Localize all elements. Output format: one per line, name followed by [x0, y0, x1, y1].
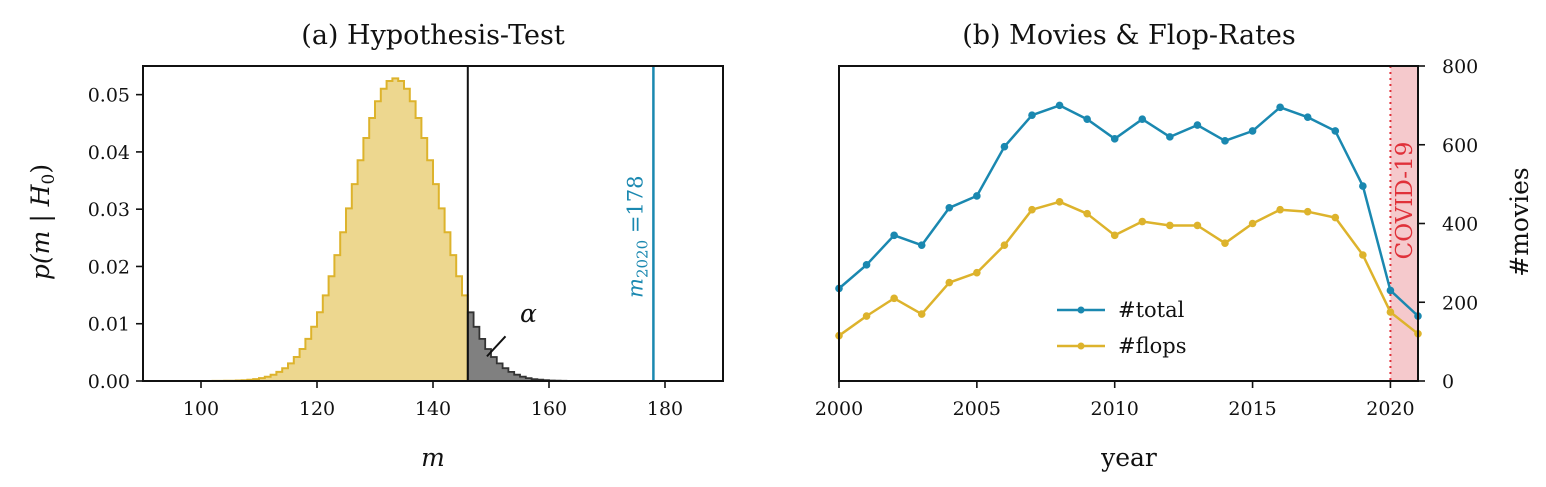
data-point-flops: [1359, 251, 1367, 259]
data-point-flops: [1386, 308, 1395, 316]
legend-marker-flops: [1077, 342, 1085, 350]
data-point-total: [1028, 111, 1036, 120]
legend-label-flops: #flops: [1118, 334, 1186, 358]
data-point-flops: [1138, 217, 1147, 226]
data-point-total: [973, 192, 981, 200]
histogram-null-distribution: [172, 77, 469, 382]
data-point-flops: [973, 268, 981, 277]
y-tick-label: 0.04: [88, 142, 130, 164]
alpha-label: α: [520, 299, 537, 328]
y-tick-label: 0.01: [88, 314, 130, 336]
data-point-flops: [1331, 213, 1340, 222]
observed-label-subscript: 2020: [633, 240, 651, 278]
panel-a-ylabel-main: p(m | H: [26, 183, 56, 280]
y-tick-label: 200: [1442, 292, 1478, 314]
x-tick-label: 180: [647, 398, 683, 420]
panel-b-ylabel: #movies: [1505, 167, 1534, 276]
panel-a-title: (a) Hypothesis-Test: [301, 20, 565, 51]
panel-b-ticks: 2000 2005 2010 2015 2020 0 200 400 600 800: [815, 56, 1478, 420]
data-point-total: [917, 241, 926, 249]
x-tick-label: 2010: [1091, 398, 1139, 420]
y-tick-label: 0: [1442, 371, 1454, 393]
panel-a-ticks: 100 120 140 160 180 0.00 0.01 0.02 0.03 0.04 0.05: [88, 85, 683, 420]
legend: #total #flops: [1057, 298, 1186, 358]
data-point-total: [1221, 137, 1229, 145]
data-point-flops: [1055, 198, 1064, 206]
x-tick-label: 2000: [815, 398, 863, 420]
panel-a-hypothesis-test: (a) Hypothesis-Test α m2020 =178 100 120 1…: [26, 20, 724, 472]
panel-a-xlabel: m: [421, 443, 445, 472]
y-tick-label: 0.00: [88, 371, 130, 393]
data-point-total: [1193, 121, 1202, 129]
data-point-total: [1248, 127, 1257, 135]
y-tick-label: 0.05: [88, 85, 130, 107]
alpha-pointer-line: [486, 335, 507, 358]
covid-span: [1390, 66, 1418, 381]
data-point-flops: [1000, 241, 1009, 249]
data-point-total: [1055, 101, 1064, 110]
x-tick-label: 100: [183, 398, 219, 420]
histogram-area: [172, 77, 579, 382]
data-point-total: [1083, 115, 1091, 123]
x-tick-label: 140: [415, 398, 451, 420]
data-point-total: [1110, 135, 1119, 143]
data-point-flops: [1166, 221, 1174, 230]
data-point-flops: [1248, 219, 1257, 228]
observed-label-m: m: [623, 278, 647, 298]
data-point-total: [1303, 113, 1312, 121]
x-tick-label: 2015: [1228, 398, 1276, 420]
legend-marker-total: [1077, 306, 1085, 314]
x-tick-label: 160: [531, 398, 567, 420]
data-point-flops: [1083, 209, 1091, 218]
panel-a-ylabel: p(m | H0): [26, 164, 59, 280]
x-tick-label: 120: [299, 398, 335, 420]
observed-label-value: =178: [623, 175, 647, 239]
data-point-total: [1166, 133, 1174, 141]
data-point-flops: [1221, 239, 1229, 247]
data-point-flops: [1276, 205, 1284, 214]
data-point-flops: [890, 294, 898, 303]
data-point-total: [1386, 286, 1395, 295]
data-point-flops: [862, 312, 871, 320]
data-point-flops: [917, 310, 926, 318]
covid-label: COVID-19: [1392, 142, 1418, 260]
legend-label-total: #total: [1118, 298, 1185, 322]
data-point-total: [1359, 182, 1367, 190]
x-tick-label: 2020: [1366, 398, 1414, 420]
data-point-flops: [1193, 221, 1202, 230]
observed-value-label: m2020 =178: [623, 175, 651, 297]
x-tick-label: 2005: [953, 398, 1001, 420]
y-tick-label: 800: [1442, 56, 1478, 78]
data-point-total: [945, 203, 954, 212]
panel-b-movies-flop-rates: (b) Movies & Flop-Rates COVID-19 2000 200…: [815, 20, 1534, 472]
series-line-flops: [838, 200, 1419, 337]
data-point-total: [1138, 115, 1147, 123]
y-tick-label: 600: [1442, 135, 1478, 157]
panel-b-xlabel: year: [1100, 443, 1157, 472]
panel-a-ylabel-close: ): [26, 164, 55, 174]
data-point-total: [862, 261, 871, 269]
data-point-total: [1276, 103, 1284, 112]
panel-b-title: (b) Movies & Flop-Rates: [962, 20, 1296, 51]
data-point-total: [1000, 142, 1009, 151]
panel-a-ylabel-subscript: 0: [39, 174, 59, 185]
data-point-flops: [1110, 231, 1119, 240]
data-point-total: [890, 231, 898, 240]
data-point-flops: [1303, 207, 1312, 216]
data-point-flops: [945, 278, 954, 287]
data-point-total: [1331, 127, 1340, 135]
y-tick-label: 0.02: [88, 256, 130, 278]
series-line-total: [838, 104, 1419, 317]
data-point-flops: [1028, 205, 1036, 214]
y-tick-label: 400: [1442, 214, 1478, 236]
y-tick-label: 0.03: [88, 199, 130, 221]
